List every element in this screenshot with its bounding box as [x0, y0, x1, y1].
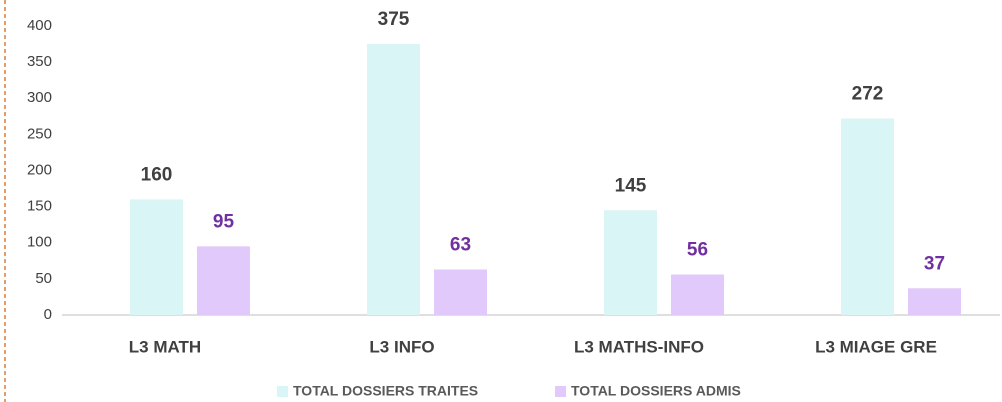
data-label: 37	[924, 253, 945, 274]
data-label: 63	[450, 234, 471, 255]
y-tick-label: 50	[35, 270, 52, 287]
data-label: 95	[213, 211, 235, 232]
legend-swatch	[277, 386, 288, 397]
bar	[197, 246, 250, 315]
legend-swatch	[555, 386, 566, 397]
bar	[434, 269, 487, 315]
bar	[908, 288, 961, 315]
x-tick-label: L3 INFO	[369, 337, 434, 356]
legend-label: TOTAL DOSSIERS TRAITES	[293, 383, 478, 399]
x-tick-label: L3 MATHS-INFO	[574, 337, 704, 356]
y-tick-label: 200	[27, 161, 52, 178]
bar	[130, 199, 183, 315]
y-tick-label: 0	[44, 306, 52, 323]
data-label: 375	[378, 9, 410, 30]
data-label: 272	[852, 83, 884, 104]
data-label: 145	[615, 175, 647, 196]
y-tick-label: 150	[27, 198, 52, 215]
data-label: 56	[687, 240, 708, 261]
y-tick-label: 350	[27, 53, 52, 70]
bar	[841, 118, 894, 315]
x-tick-label: L3 MATH	[129, 337, 201, 356]
y-tick-label: 300	[27, 89, 52, 106]
y-tick-label: 250	[27, 125, 52, 142]
y-tick-label: 400	[27, 17, 52, 34]
legend-label: TOTAL DOSSIERS ADMIS	[571, 383, 741, 399]
bar	[671, 274, 724, 315]
bar	[367, 44, 420, 315]
bar	[604, 210, 657, 315]
data-label: 160	[141, 164, 173, 185]
x-tick-label: L3 MIAGE GRE	[815, 337, 937, 356]
y-tick-label: 100	[27, 234, 52, 251]
